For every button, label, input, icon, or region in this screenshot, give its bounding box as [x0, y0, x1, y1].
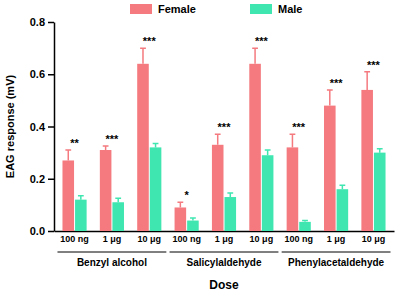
chart: 0.0 0.2 0.4 0.6 0.8 100 ng 1 μg 10 μg 100 ng 1 μg… — [0, 0, 400, 297]
significance-label: *** — [143, 35, 157, 47]
bar — [112, 202, 124, 231]
error-bar — [302, 221, 308, 222]
y-axis-title: EAG response (mV) — [4, 75, 16, 179]
x-axis: 100 ng 1 μg 10 μg 100 ng 1 μg 10 μg 100 ng 1 μg… — [55, 231, 395, 244]
y-tick-mark — [48, 126, 54, 128]
plot-area — [62, 48, 385, 231]
x-tick: 10 μg — [138, 231, 162, 244]
x-tick-label: 100 ng — [284, 234, 313, 244]
error-bar — [65, 150, 71, 160]
y-axis: 0.0 0.2 0.4 0.6 0.8 — [30, 16, 55, 237]
x-tick: 1 μg — [215, 231, 234, 244]
significance-label: *** — [367, 59, 381, 71]
bar — [337, 189, 349, 231]
error-bar — [265, 150, 271, 155]
bar — [249, 64, 261, 231]
x-tick-label: 100 ng — [60, 234, 89, 244]
x-tick: 100 ng — [284, 231, 313, 244]
error-bar — [290, 134, 296, 147]
error-bar — [153, 143, 159, 147]
x-tick-label: 1 μg — [103, 234, 122, 244]
x-tick-label: 10 μg — [138, 234, 162, 244]
y-tick: 0.8 — [30, 16, 54, 28]
y-tick-mark — [48, 22, 54, 24]
significance-label: * — [184, 189, 189, 201]
x-tick-label: 100 ng — [172, 234, 201, 244]
bar — [75, 200, 87, 231]
bar — [324, 106, 336, 231]
y-tick-label: 0.0 — [30, 225, 45, 237]
x-tick-label: 10 μg — [362, 234, 386, 244]
legend: Female Male — [130, 3, 302, 15]
x-tick-label: 10 μg — [250, 234, 274, 244]
error-bar — [227, 193, 233, 197]
legend-swatch — [130, 4, 152, 14]
error-bar — [364, 72, 370, 90]
y-tick: 0.4 — [30, 121, 54, 133]
y-tick-label: 0.6 — [30, 68, 45, 80]
bar — [62, 160, 74, 231]
x-tick: 10 μg — [362, 231, 386, 244]
bar — [187, 221, 199, 231]
y-tick-mark — [48, 179, 54, 181]
group-label: Salicylaldehyde — [186, 257, 261, 268]
bar — [299, 222, 311, 231]
error-bar — [339, 185, 345, 189]
error-bar — [190, 218, 196, 221]
bar — [262, 155, 274, 231]
legend-label: Female — [158, 3, 196, 15]
bar — [374, 153, 386, 231]
significance-label: *** — [218, 121, 232, 133]
significance-label: ** — [70, 137, 79, 149]
x-tick: 1 μg — [327, 231, 346, 244]
error-bar — [140, 48, 146, 64]
significance-label: *** — [255, 35, 269, 47]
group-bracket — [282, 252, 391, 253]
error-bar — [103, 146, 109, 150]
x-tick: 100 ng — [60, 231, 89, 244]
x-tick: 1 μg — [103, 231, 122, 244]
group-label: Phenylacetaldehyde — [288, 257, 385, 268]
significance-label: *** — [330, 77, 344, 89]
bar — [100, 150, 112, 231]
bar — [287, 147, 299, 231]
error-bar — [215, 134, 221, 144]
y-tick: 0.2 — [30, 173, 54, 185]
y-tick-label: 0.2 — [30, 173, 45, 185]
x-tick: 10 μg — [250, 231, 274, 244]
y-tick: 0.6 — [30, 68, 54, 80]
bar — [225, 197, 237, 231]
bar — [150, 147, 162, 231]
significance-label: *** — [105, 133, 119, 145]
y-tick-label: 0.8 — [30, 16, 45, 28]
y-tick-label: 0.4 — [30, 121, 46, 133]
group-label: Benzyl alcohol — [77, 257, 147, 268]
legend-label: Male — [278, 3, 302, 15]
y-tick-mark — [48, 231, 54, 233]
error-bar — [177, 202, 183, 207]
error-bar — [252, 48, 258, 64]
bar — [212, 145, 224, 231]
bar — [361, 90, 373, 231]
group-bracket — [57, 252, 166, 253]
x-tick-label: 1 μg — [215, 234, 234, 244]
error-bar — [115, 198, 121, 202]
significance-label: *** — [292, 121, 306, 133]
legend-swatch — [250, 4, 272, 14]
x-axis-title: Dose — [209, 278, 239, 292]
error-bar — [327, 90, 333, 106]
x-tick: 100 ng — [172, 231, 201, 244]
error-bar — [78, 196, 84, 200]
group-bracket — [170, 252, 279, 253]
error-bar — [377, 149, 383, 153]
bar — [137, 64, 149, 231]
bar — [175, 207, 187, 231]
x-tick-label: 1 μg — [327, 234, 346, 244]
y-tick: 0.0 — [30, 225, 54, 237]
y-tick-mark — [48, 74, 54, 76]
